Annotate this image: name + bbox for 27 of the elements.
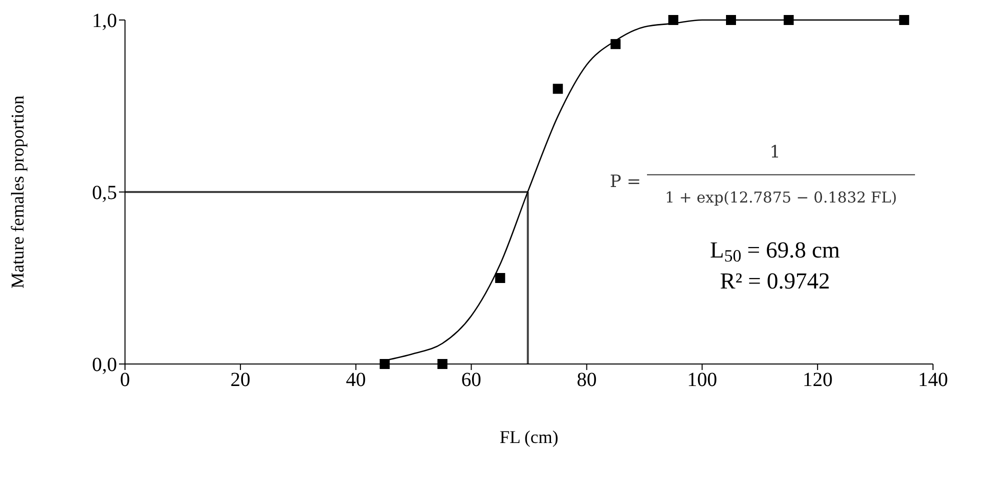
x-tick-label: 120	[802, 369, 833, 392]
x-tick-label: 100	[687, 369, 718, 392]
y-tick-label: 0,0	[92, 354, 117, 376]
annotation: 1 + exp(12.7875 − 0.1832 FL)	[664, 188, 898, 206]
x-tick-label: 140	[918, 369, 948, 392]
point	[784, 15, 794, 25]
annotation: 1	[770, 142, 780, 163]
annotation: R² = 0.9742	[720, 268, 830, 294]
point	[726, 15, 736, 25]
point	[668, 15, 678, 25]
point	[899, 15, 910, 25]
annotation: L$_{50}$ = 69.8 cm	[710, 237, 840, 266]
y-tick-label: 1,0	[92, 10, 117, 32]
point	[610, 39, 621, 50]
y-tick-label: 0,5	[92, 182, 117, 204]
point	[552, 84, 563, 94]
x-tick-label: 60	[461, 369, 482, 392]
point	[437, 359, 448, 369]
annotation: P =	[610, 172, 641, 192]
x-tick-label: 0	[120, 369, 130, 392]
point	[380, 359, 390, 369]
x-axis-title: FL (cm)	[500, 426, 558, 447]
y-axis-title: Mature females proportion	[7, 96, 28, 288]
x-tick-label: 80	[576, 369, 597, 392]
point	[495, 273, 506, 283]
x-tick-label: 40	[346, 369, 366, 392]
x-tick-label: 20	[230, 369, 250, 392]
